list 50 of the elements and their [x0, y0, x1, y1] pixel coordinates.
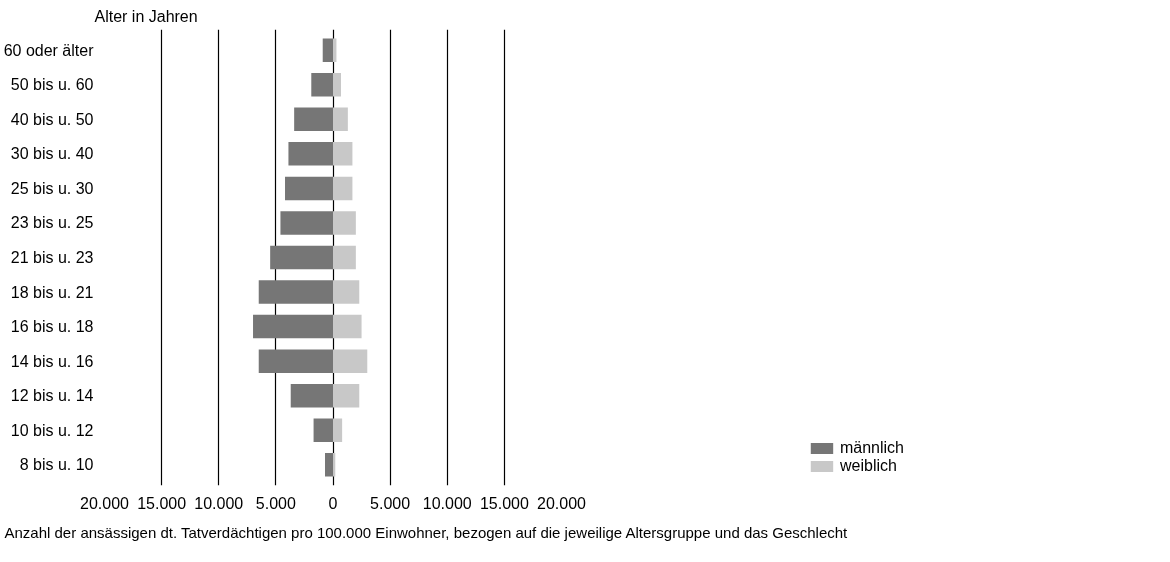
y-tick-label: 40 bis u. 50	[10, 110, 94, 128]
bar	[294, 107, 333, 132]
bar	[270, 245, 333, 270]
y-tick-label: 8 bis u. 10	[19, 456, 94, 474]
bar	[253, 314, 333, 339]
y-axis-title: Alter in Jahren	[94, 7, 198, 25]
legend-label: weiblich	[839, 457, 897, 475]
bar	[333, 383, 360, 408]
bar	[311, 73, 333, 97]
bar	[280, 211, 333, 235]
bar	[258, 280, 333, 304]
bar	[333, 314, 362, 339]
bar	[333, 73, 341, 97]
x-tick-label: 10.000	[194, 494, 244, 512]
y-tick-label: 30 bis u. 40	[10, 145, 94, 163]
bar	[258, 349, 333, 373]
y-tick-label: 14 bis u. 16	[10, 352, 94, 370]
y-tick-label: 23 bis u. 25	[10, 214, 94, 232]
bar	[333, 418, 343, 442]
y-tick-label: 50 bis u. 60	[10, 76, 94, 94]
bar	[322, 38, 333, 62]
y-tick-label: 21 bis u. 23	[10, 249, 94, 266]
x-tick-label: 10.000	[422, 494, 472, 512]
x-axis-title: Anzahl der ansässigen dt. Tatverdächtigen pro 100.000 Einwohner, bezogen auf die jeweilige Altersgruppe und das Geschlecht	[4, 523, 849, 541]
bar	[333, 176, 353, 201]
x-tick-label: 20.000	[80, 494, 130, 512]
bar	[325, 453, 333, 477]
bar	[333, 280, 360, 304]
x-tick-label: 20.000	[537, 494, 587, 512]
x-tick-label: 15.000	[479, 494, 529, 512]
bar	[313, 418, 333, 442]
x-tick-label: 15.000	[137, 494, 187, 512]
y-tick-label: 12 bis u. 14	[10, 387, 94, 405]
bar	[288, 142, 333, 166]
bar	[333, 107, 348, 132]
y-tick-label: 18 bis u. 21	[10, 283, 94, 301]
bar	[333, 349, 368, 373]
legend-label: männlich	[839, 439, 905, 457]
y-tick-label: 10 bis u. 12	[10, 421, 94, 439]
y-tick-label: 25 bis u. 30	[10, 179, 94, 197]
x-tick-label: 5.000	[370, 494, 411, 512]
bar	[333, 142, 353, 166]
x-tick-label: 5.000	[255, 494, 296, 512]
bar	[333, 211, 356, 235]
x-tick-label: 0	[328, 494, 338, 512]
y-tick-label: 60 oder älter	[3, 41, 95, 59]
bar	[285, 176, 333, 201]
bar	[290, 383, 333, 408]
bar	[333, 245, 356, 270]
y-tick-label: 16 bis u. 18	[10, 318, 94, 336]
